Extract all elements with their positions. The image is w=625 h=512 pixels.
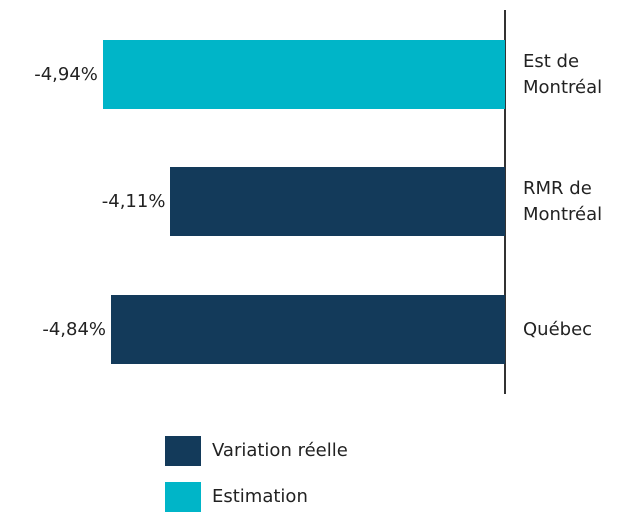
category-label: Québec — [523, 318, 593, 340]
category-label: Est de Montréal — [523, 50, 603, 98]
value-label: -4,84% — [42, 318, 107, 340]
bar — [111, 295, 505, 364]
value-label: -4,94% — [34, 63, 98, 85]
legend-swatch — [165, 482, 201, 512]
legend-label: Variation réelle — [212, 440, 348, 461]
category-label: RMR de Montréal — [523, 177, 603, 225]
bar — [102, 40, 505, 109]
bar — [170, 167, 505, 236]
legend-label: Estimation — [212, 486, 308, 507]
legend-swatch — [165, 436, 201, 466]
axis-line — [504, 10, 506, 394]
value-label: -4,11% — [101, 190, 166, 212]
